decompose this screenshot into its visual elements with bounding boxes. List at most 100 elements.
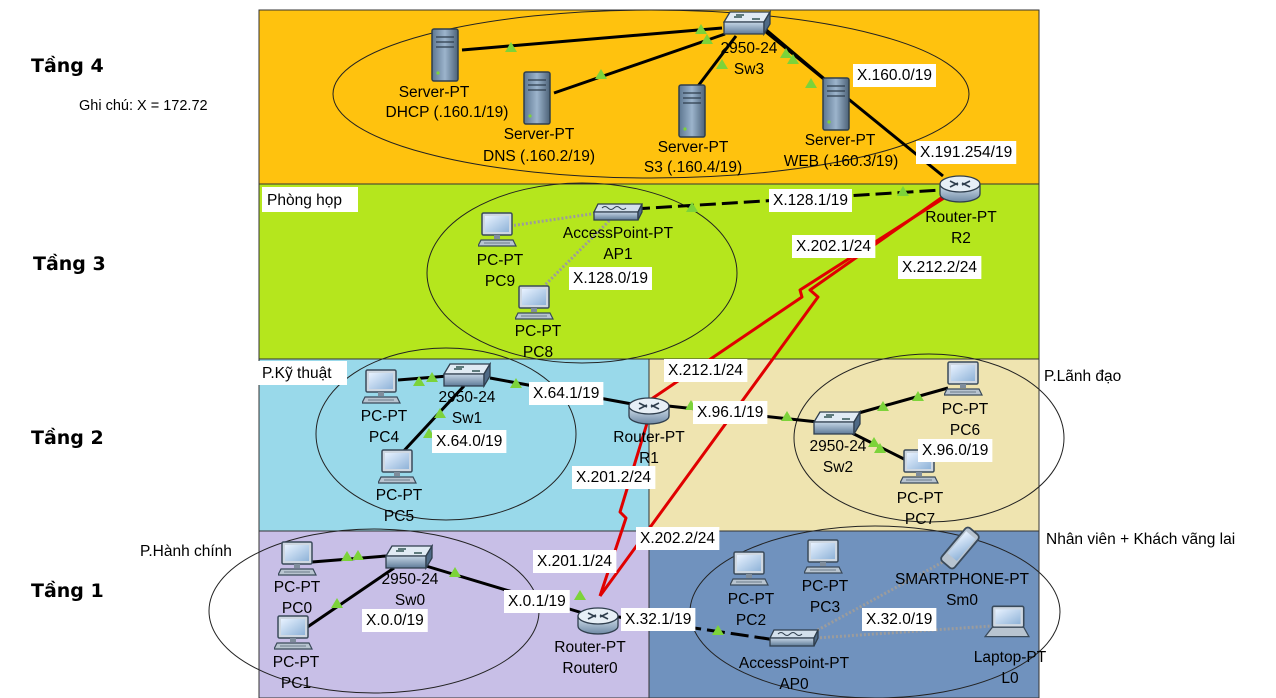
sw0-name-label: Sw0 [395,592,426,609]
pc3-type-label: PC-PT [802,578,849,595]
floor-2-title: Tầng 2 [31,426,104,449]
pc6-name-label: PC6 [950,422,980,439]
link-pc4-sw1 [397,374,449,382]
floor1-guest-zone [648,530,1040,698]
ip-label-box [664,359,748,382]
ip-label-r2-web: X.191.254/19 [920,144,1012,161]
ip-label-ap0-net: X.32.0/19 [866,611,932,628]
ip-label-web-net: X.160.0/19 [857,67,932,84]
ap0-access-point-icon[interactable] [769,629,819,647]
r2-name-label: R2 [951,230,971,247]
ip-label-sw2-net: X.96.0/19 [922,442,988,459]
dhcp-server-icon[interactable] [431,28,459,82]
sw1-type-label: 2950-24 [439,389,496,406]
ip-label-box [862,608,937,631]
sw3-switch-icon[interactable] [723,11,771,35]
ip-label-router0-serial2: X.202.2/24 [640,530,715,547]
l0-laptop-icon[interactable] [984,605,1030,638]
pc4-type-label: PC-PT [361,408,408,425]
note-box [75,91,242,117]
ip-label-box [898,256,982,279]
ip-label-box [504,590,570,613]
ip-label-router0-serial1: X.201.1/24 [537,553,612,570]
pc5-icon[interactable] [378,449,417,484]
sw2-switch-icon[interactable] [813,411,861,435]
ip-label-r1-sw2: X.96.1/19 [697,404,763,421]
floor-4-title: Tầng 4 [31,54,104,77]
sw3-name-label: Sw3 [734,61,764,78]
link-pc5-sw1 [398,384,466,457]
pc4-name-label: PC4 [369,429,400,446]
wireless-ap0-l0 [815,624,993,640]
ip-label-r2-serial0: X.202.1/24 [796,238,871,255]
ip-label-box [636,527,720,550]
wireless-ap1-pc8 [538,218,612,292]
dns-server-icon[interactable] [523,71,551,125]
s3-server-icon[interactable] [678,84,706,138]
ip-label-box [362,609,428,632]
sw0-switch-icon[interactable] [385,545,433,569]
ip-label-box [769,189,852,212]
ip-label-sw1-net: X.64.0/19 [436,433,502,450]
pc4-icon[interactable] [362,369,401,404]
ip-label-box [572,466,656,489]
wireless-ap0-sm0 [813,554,955,634]
ip-label-box [432,430,507,453]
r2-router-icon[interactable] [939,175,981,203]
pc1-icon[interactable] [274,615,313,650]
pc1-type-label: PC-PT [273,654,320,671]
floor-3-title: Tầng 3 [33,252,106,275]
ap1-type-label: AccessPoint-PT [563,225,674,242]
sw1-name-label: Sw1 [452,410,482,427]
ip-label-box [533,550,617,573]
link-dns-sw3 [553,32,726,95]
r1-router-icon[interactable] [628,397,670,425]
pc8-icon[interactable] [515,285,554,320]
floor-1-title: Tầng 1 [31,579,104,602]
ip-label-sw0-net: X.0.0/19 [366,612,424,629]
sm0-name-label: Sm0 [946,592,978,609]
pc9-type-label: PC-PT [477,252,524,269]
web-name-label: WEB (.160.3/19) [784,153,899,170]
ip-label-router0-ap0: X.32.1/19 [625,611,691,628]
floor4-zone [258,9,1040,185]
ip-label-box [693,401,768,424]
pc0-icon[interactable] [278,541,317,576]
admin-room-label: P.Hành chính [140,543,232,560]
ap1-access-point-icon[interactable] [593,203,643,221]
ip-label-r1-serial0: X.201.2/24 [576,469,651,486]
web-server-icon[interactable] [822,77,850,131]
pc3-icon[interactable] [804,539,843,574]
ap0-type-label: AccessPoint-PT [739,655,850,672]
tech-room-ellipse [315,347,577,521]
router0-type-label: Router-PT [554,639,626,656]
router0-router-icon[interactable] [577,607,619,635]
sw1-switch-icon[interactable] [443,363,491,387]
link-s3-sw3 [693,35,738,91]
l0-type-label: Laptop-PT [974,649,1047,666]
web-type-label: Server-PT [805,132,876,149]
sw2-name-label: Sw2 [823,459,853,476]
ip-label-ap1-net: X.128.0/19 [573,270,648,287]
ip-label-box [853,64,936,87]
ip-label-boxes [362,64,1017,632]
pc1-name-label: PC1 [281,675,311,692]
link-dhcp-sw3 [461,26,723,52]
leader-room-label: P.Lãnh đạo [1044,368,1121,385]
meeting-room-label: Phòng họp [267,192,342,209]
ip-label-box [918,439,993,462]
router0-name-label: Router0 [562,660,618,677]
tech-label-box [257,361,347,385]
link-sw2-pc6 [847,386,949,418]
ip-label-box [621,608,696,631]
wireless-ap1-pc9 [509,211,599,228]
pc6-icon[interactable] [944,361,983,396]
tech-room-label: P.Kỹ thuật [262,365,332,382]
pc2-icon[interactable] [730,551,769,586]
meeting-label-box [262,187,358,212]
s3-name-label: S3 (.160.4/19) [644,159,742,176]
dhcp-name-label: DHCP (.160.1/19) [386,104,509,121]
pc3-name-label: PC3 [810,599,840,616]
server-group-ellipse [332,9,970,179]
pc9-icon[interactable] [478,212,517,247]
